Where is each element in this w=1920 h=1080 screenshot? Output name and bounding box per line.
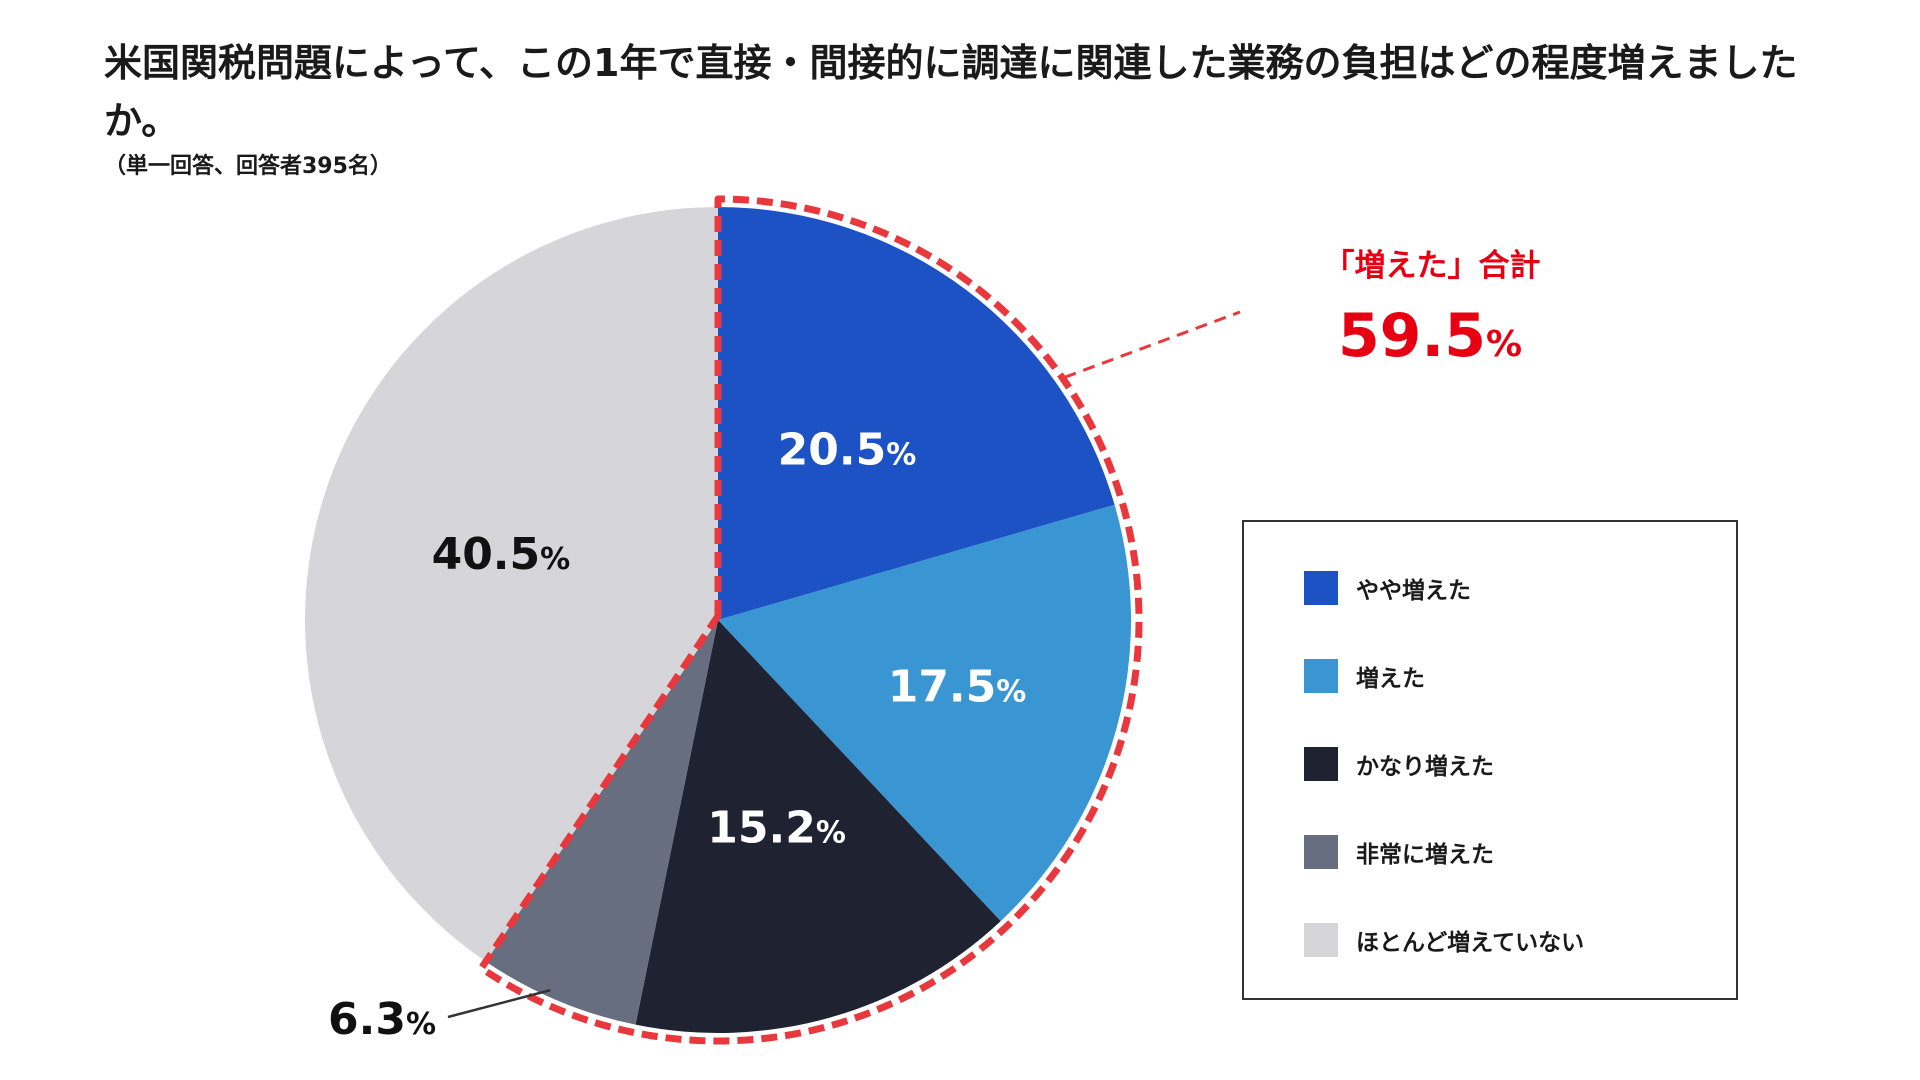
legend-item: 増えた <box>1304 658 1425 694</box>
data-label-4: 6.3% <box>328 994 436 1045</box>
pie-slice-3 <box>635 620 1001 1034</box>
legend-label: 非常に増えた <box>1356 842 1494 868</box>
legend-label: かなり増えた <box>1356 754 1494 780</box>
legend-swatch <box>1304 571 1338 605</box>
legend-swatch <box>1304 835 1338 869</box>
callout-value: 59.5% <box>1338 301 1522 371</box>
data-label-5: 40.5% <box>432 529 571 580</box>
legend-label: やや増えた <box>1356 578 1471 604</box>
callout-label: 「増えた」合計 <box>1324 248 1541 284</box>
chart-legend: やや増えた増えたかなり増えた 非常に増えたほとんど増えていない <box>1242 520 1738 1000</box>
pie-slice-4 <box>485 620 718 1025</box>
page-title: 米国関税問題によって、この1年で直接・間接的に調達に関連した業務の負担はどの程度… <box>104 41 1798 143</box>
data-label-2: 17.5% <box>888 661 1027 712</box>
legend-swatch <box>1304 747 1338 781</box>
data-label-1: 20.5% <box>778 424 917 475</box>
chart-subtitle: （単一回答、回答者395名） <box>104 154 392 179</box>
legend-item: かなり増えた <box>1304 746 1494 782</box>
pie-slice-5 <box>304 207 718 962</box>
legend-swatch <box>1304 923 1338 957</box>
legend-label: 増えた <box>1356 666 1425 692</box>
data-label-leader-4 <box>447 988 551 1019</box>
pie-slice-2 <box>718 504 1131 922</box>
legend-item: ほとんど増えていない <box>1304 922 1584 958</box>
legend-swatch <box>1304 659 1338 693</box>
legend-label: ほとんど増えていない <box>1356 930 1585 956</box>
pie-slice-1 <box>718 207 1115 620</box>
data-label-3: 15.2% <box>707 803 846 854</box>
legend-item: やや増えた <box>1304 570 1471 606</box>
callout-leader-line <box>1063 310 1241 379</box>
legend-item: 非常に増えた <box>1304 834 1494 870</box>
highlight-outline <box>477 195 1143 1045</box>
